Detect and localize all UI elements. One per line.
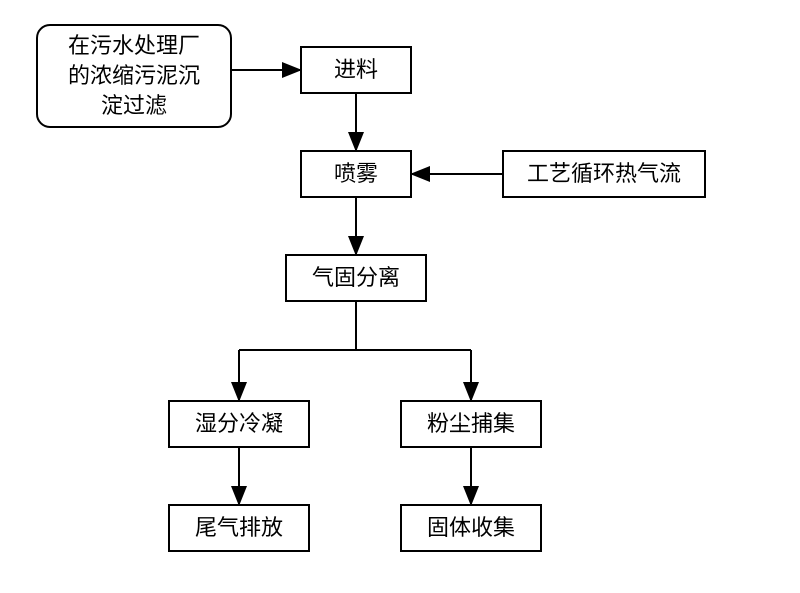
node-source: 在污水处理厂 的浓缩污泥沉 淀过滤	[36, 24, 232, 128]
node-solid-label: 固体收集	[427, 513, 515, 543]
node-spray: 喷雾	[300, 150, 412, 198]
node-condense: 湿分冷凝	[168, 400, 310, 448]
node-hotgas-label: 工艺循环热气流	[527, 159, 681, 189]
node-spray-label: 喷雾	[334, 159, 378, 189]
node-feed-label: 进料	[334, 55, 378, 85]
node-solid: 固体收集	[400, 504, 542, 552]
node-feed: 进料	[300, 46, 412, 94]
node-gassolid-label: 气固分离	[312, 263, 400, 293]
node-gassolid: 气固分离	[285, 254, 427, 302]
node-dust: 粉尘捕集	[400, 400, 542, 448]
node-dust-label: 粉尘捕集	[427, 409, 515, 439]
node-exhaust-label: 尾气排放	[195, 513, 283, 543]
node-condense-label: 湿分冷凝	[195, 409, 283, 439]
node-exhaust: 尾气排放	[168, 504, 310, 552]
node-source-label: 在污水处理厂 的浓缩污泥沉 淀过滤	[68, 31, 200, 120]
node-hotgas: 工艺循环热气流	[502, 150, 706, 198]
